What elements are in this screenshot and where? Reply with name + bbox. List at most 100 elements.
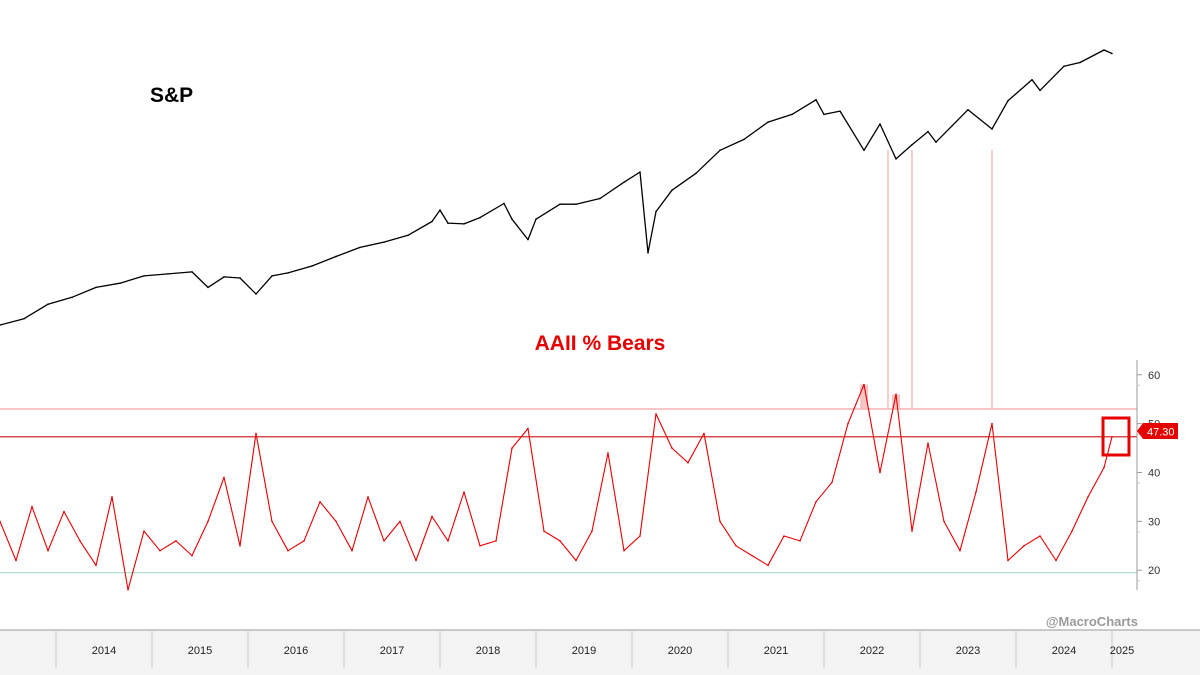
series-lines (0, 49, 1113, 591)
bears-point (0, 520, 1, 523)
sp-point (879, 123, 881, 125)
extreme-bear-fill (860, 384, 868, 409)
bears-point (783, 535, 785, 537)
sp-point (695, 172, 697, 175)
bears-point (1055, 559, 1057, 562)
bears-point (367, 496, 369, 498)
bears-point (335, 520, 337, 523)
bears-point (95, 564, 97, 567)
sp-point (815, 99, 817, 101)
sp-point (71, 296, 73, 299)
sp-point (1007, 99, 1009, 102)
sp-point (935, 141, 937, 143)
bears-point (399, 520, 401, 523)
sp-point (743, 138, 745, 141)
bears-point (559, 540, 561, 542)
bears-point (79, 540, 81, 542)
x-tick-label: 2021 (764, 645, 788, 657)
sp-point (359, 246, 361, 249)
sp-point (767, 121, 769, 123)
sp-point (207, 286, 209, 289)
sp-series-line (0, 49, 1113, 326)
sp-point (1103, 49, 1105, 51)
bears-point (415, 559, 417, 562)
sp-point (1031, 78, 1033, 81)
bears-point (655, 413, 657, 415)
bears-point (1111, 436, 1113, 438)
bears-point (575, 559, 577, 562)
sp-point (143, 275, 145, 277)
sp-point (47, 303, 49, 305)
last-value-label: 47.30 (1137, 423, 1178, 439)
sp-point (823, 113, 825, 116)
sp-point (639, 171, 641, 173)
bears-point (703, 432, 705, 435)
watermark: @MacroCharts (1046, 614, 1138, 629)
bears-point (463, 491, 465, 493)
bears-point (927, 442, 929, 444)
x-tick-label: 2020 (668, 645, 692, 657)
bears-point (1071, 530, 1073, 532)
bears-point (239, 544, 241, 547)
bears-point (47, 549, 49, 552)
sp-point (839, 110, 841, 112)
x-tick-label: 2025 (1110, 645, 1134, 657)
x-tick-label: 2019 (572, 645, 596, 657)
sp-point (927, 130, 929, 133)
bears-point (911, 530, 913, 532)
bears-point (623, 549, 625, 552)
bears-point (287, 549, 289, 552)
bears-point (15, 559, 17, 562)
bears-point (479, 544, 481, 547)
sp-point (791, 113, 793, 116)
sp-point (119, 282, 121, 284)
sp-point (511, 218, 513, 220)
bears-point (895, 393, 897, 396)
sp-point (671, 189, 673, 192)
bears-point (863, 383, 865, 386)
sp-point (463, 223, 465, 225)
bears-point (1103, 466, 1105, 469)
bears-point (687, 461, 689, 464)
sp-point (223, 276, 225, 278)
bears-point (527, 427, 529, 430)
x-axis: 2014 2015 2016 2017 2018 2019 2020 2021 2022 2023… (0, 629, 1200, 675)
bears-point (159, 549, 161, 552)
bears-point (1087, 496, 1089, 498)
x-tick-label: 2014 (92, 645, 116, 657)
bears-point (127, 588, 129, 591)
sp-point (383, 241, 385, 243)
sp-point (479, 216, 481, 219)
bears-point (959, 549, 961, 552)
last-value-text: 47.30 (1147, 427, 1175, 439)
x-tick-label: 2016 (284, 645, 308, 657)
bears-point (719, 520, 721, 523)
bears-point (303, 540, 305, 542)
bears-point (383, 540, 385, 542)
bears-point (1023, 544, 1025, 547)
sp-point (23, 317, 25, 320)
sp-point (407, 234, 409, 237)
bears-point (319, 501, 321, 503)
vertical-markers (887, 150, 993, 409)
bears-point (431, 515, 433, 518)
sp-point (655, 210, 657, 213)
x-tick-label: 2022 (860, 645, 884, 657)
sp-point (167, 273, 169, 275)
bears-point (735, 544, 737, 547)
bears-point (879, 471, 881, 474)
sp-point (503, 202, 505, 205)
bears-point (1007, 559, 1009, 562)
sp-point (623, 181, 625, 184)
bears-point (799, 540, 801, 542)
y-tick-label: 40 (1148, 468, 1160, 480)
sp-point (191, 271, 193, 273)
bears-point (543, 530, 545, 532)
y-tick-label: 60 (1148, 370, 1160, 382)
bears-point (943, 520, 945, 523)
bears-point (223, 476, 225, 479)
bears-point (767, 564, 769, 567)
sp-point (535, 218, 537, 220)
bears-title: AAII % Bears (535, 332, 666, 355)
